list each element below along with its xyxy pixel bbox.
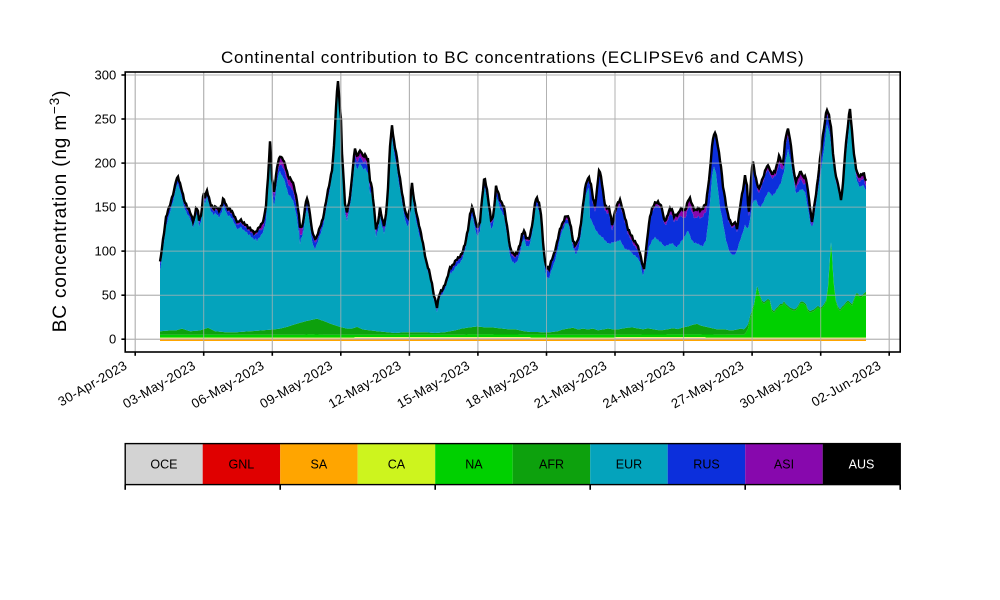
- svg-text:AFR: AFR: [539, 458, 564, 472]
- svg-text:150: 150: [94, 200, 116, 215]
- svg-text:Continental contribution to BC: Continental contribution to BC concentra…: [221, 48, 804, 67]
- svg-text:EUR: EUR: [616, 458, 642, 472]
- svg-text:200: 200: [94, 156, 116, 171]
- svg-text:250: 250: [94, 112, 116, 127]
- svg-text:BC concentration (ng m−3): BC concentration (ng m−3): [47, 90, 71, 333]
- svg-text:AUS: AUS: [849, 458, 875, 472]
- svg-text:ASI: ASI: [774, 458, 794, 472]
- svg-text:300: 300: [94, 68, 116, 83]
- svg-text:SA: SA: [311, 458, 328, 472]
- svg-text:0: 0: [109, 332, 116, 347]
- svg-text:50: 50: [102, 288, 116, 303]
- svg-text:CA: CA: [388, 458, 406, 472]
- svg-text:100: 100: [94, 244, 116, 259]
- svg-text:NA: NA: [465, 458, 483, 472]
- svg-text:GNL: GNL: [229, 458, 255, 472]
- svg-text:RUS: RUS: [693, 458, 719, 472]
- svg-text:OCE: OCE: [150, 458, 177, 472]
